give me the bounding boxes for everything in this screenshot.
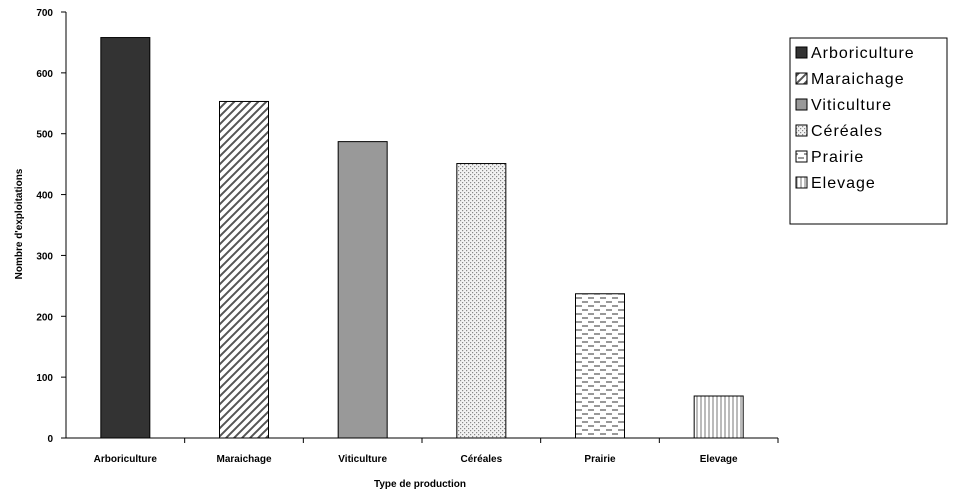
legend-swatch-5 bbox=[795, 150, 808, 163]
legend-label-1: Arboriculture bbox=[811, 45, 915, 62]
bars-group bbox=[100, 37, 744, 439]
y-axis-title: Nombre d'exploitations bbox=[14, 168, 25, 279]
x-tick-label: Prairie bbox=[584, 454, 616, 465]
legend-swatch-2 bbox=[795, 72, 808, 85]
axes bbox=[65, 12, 779, 443]
bar-3 bbox=[337, 141, 388, 439]
legend-box bbox=[789, 37, 948, 225]
bar-6 bbox=[693, 395, 744, 439]
bar-2 bbox=[219, 100, 269, 439]
legend-label-4: Céréales bbox=[811, 123, 883, 140]
legend-label-2: Maraichage bbox=[811, 71, 905, 88]
y-tick-label: 300 bbox=[36, 251, 53, 262]
y-tick-label: 700 bbox=[36, 8, 53, 19]
x-tick-label: Maraichage bbox=[216, 454, 271, 465]
y-tick-label: 400 bbox=[36, 191, 53, 202]
bar-1 bbox=[100, 37, 151, 439]
y-tick-label: 600 bbox=[36, 69, 53, 80]
legend-swatch-4 bbox=[795, 124, 808, 137]
y-axis-ticks: 0 100 200 300 400 500 600 700 bbox=[36, 8, 66, 445]
legend-swatch-1 bbox=[795, 46, 808, 59]
legend: Arboriculture Maraichage Viticulture Céréal… bbox=[789, 37, 948, 225]
y-tick-label: 200 bbox=[36, 312, 53, 323]
y-tick-label: 500 bbox=[36, 130, 53, 141]
legend-label-3: Viticulture bbox=[811, 97, 892, 114]
x-tick-label: Arboriculture bbox=[94, 454, 158, 465]
legend-label-6: Elevage bbox=[811, 175, 876, 192]
legend-label-5: Prairie bbox=[811, 149, 864, 166]
bar-5 bbox=[575, 293, 625, 439]
legend-swatch-3 bbox=[795, 98, 808, 111]
x-tick-label: Elevage bbox=[700, 454, 738, 465]
x-axis-tick-labels: Arboriculture Maraichage Viticulture Céréal… bbox=[94, 454, 738, 465]
legend-swatch-6 bbox=[795, 176, 808, 189]
x-axis-title: Type de production bbox=[374, 479, 466, 490]
bar-4 bbox=[456, 163, 507, 439]
x-tick-label: Céréales bbox=[460, 454, 502, 465]
y-tick-label: 0 bbox=[47, 434, 53, 445]
x-tick-label: Viticulture bbox=[338, 454, 387, 465]
y-tick-label: 100 bbox=[36, 373, 53, 384]
